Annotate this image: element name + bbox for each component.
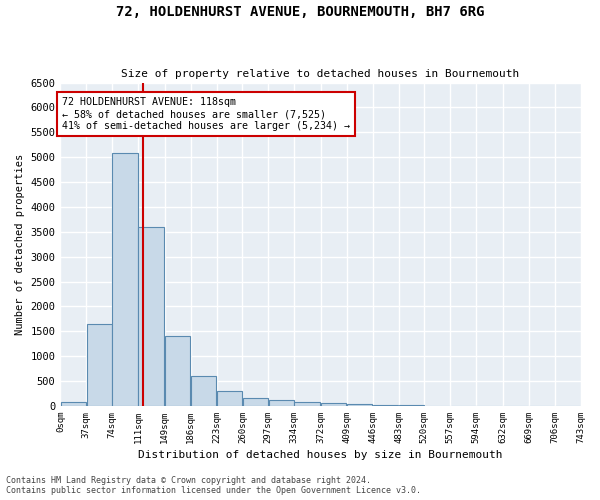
Bar [86,324,112,406]
Bar [295,402,320,406]
Bar [373,405,398,406]
Bar [191,376,216,406]
Bar [112,154,138,406]
Bar [242,398,268,406]
Bar [347,404,373,406]
Bar [61,402,86,406]
Title: Size of property relative to detached houses in Bournemouth: Size of property relative to detached ho… [121,69,520,79]
Bar [139,227,164,406]
Bar [269,400,294,406]
X-axis label: Distribution of detached houses by size in Bournemouth: Distribution of detached houses by size … [138,450,503,460]
Bar [321,404,346,406]
Text: Contains HM Land Registry data © Crown copyright and database right 2024.
Contai: Contains HM Land Registry data © Crown c… [6,476,421,495]
Text: 72, HOLDENHURST AVENUE, BOURNEMOUTH, BH7 6RG: 72, HOLDENHURST AVENUE, BOURNEMOUTH, BH7… [116,5,484,19]
Text: 72 HOLDENHURST AVENUE: 118sqm
← 58% of detached houses are smaller (7,525)
41% o: 72 HOLDENHURST AVENUE: 118sqm ← 58% of d… [62,98,350,130]
Bar [217,391,242,406]
Bar [165,336,190,406]
Y-axis label: Number of detached properties: Number of detached properties [15,154,25,335]
